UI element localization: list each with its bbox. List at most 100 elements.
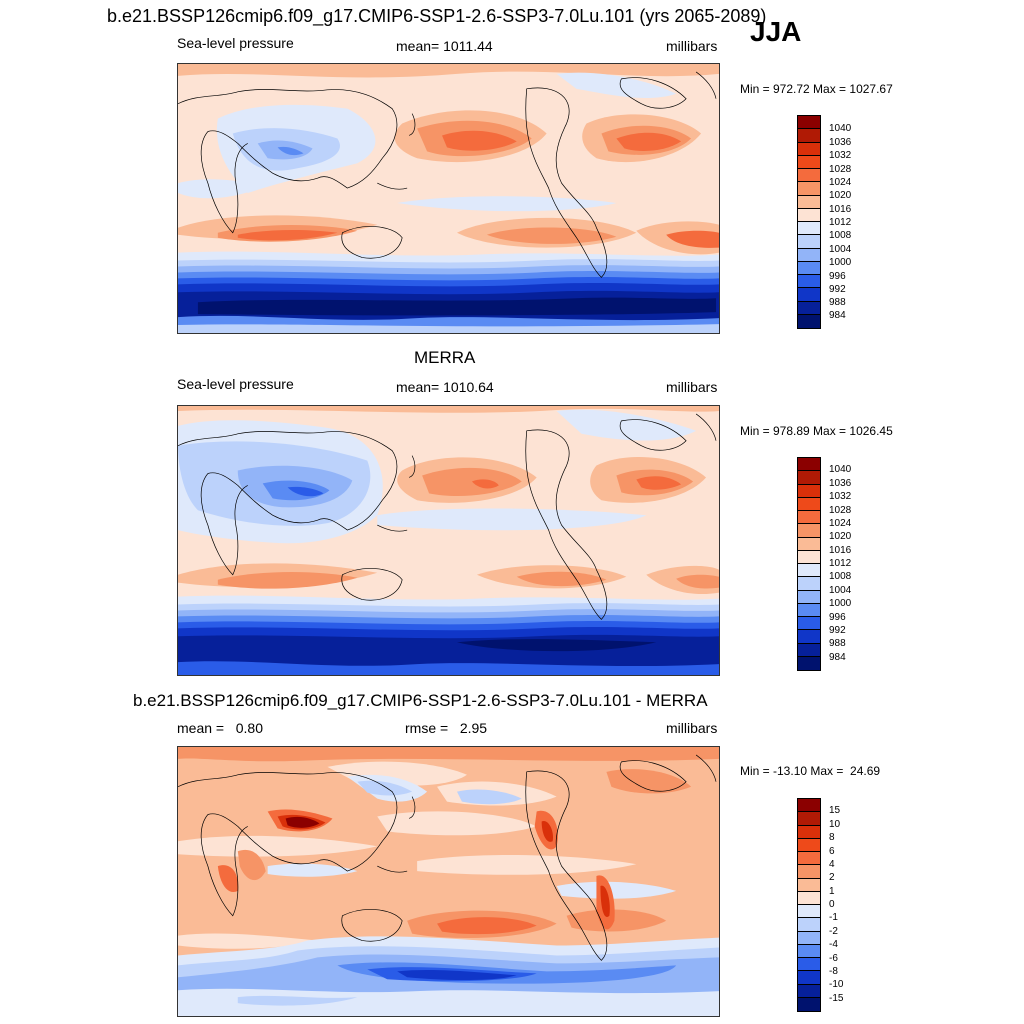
panel3-colorbar-label: 8 <box>829 832 835 843</box>
panel1-minmax: Min = 972.72 Max = 1027.67 <box>740 82 893 96</box>
panel2-colorbar-swatch <box>798 471 820 485</box>
panel2-colorbar-swatch <box>798 484 820 498</box>
panel3-colorbar-swatch <box>798 825 820 839</box>
panel3-colorbar-swatch <box>798 984 820 998</box>
panel3-mean-label: mean = 0.80 <box>177 720 264 736</box>
panel3-colorbar <box>797 798 821 1012</box>
panel2-colorbar-swatch <box>798 524 820 538</box>
panel2-colorbar-swatch <box>798 550 820 564</box>
panel3-colorbar-label: 6 <box>829 846 835 857</box>
panel1-colorbar-swatch <box>798 275 820 289</box>
panel2-colorbar-label: 1008 <box>829 571 852 582</box>
panel1-colorbar-label: 1028 <box>829 164 852 175</box>
panel3-colorbar-label: 10 <box>829 819 841 830</box>
panel3-colorbar-label: -8 <box>829 966 838 977</box>
panel2-colorbar-swatch <box>798 564 820 578</box>
panel2-mean-label: mean= 1010.64 <box>396 379 494 395</box>
panel1-colorbar-swatch <box>798 314 820 328</box>
panel1-colorbar <box>797 115 821 329</box>
panel3-minmax: Min = -13.10 Max = 24.69 <box>740 764 881 778</box>
panel2-colorbar-label: 1032 <box>829 491 852 502</box>
panel1-colorbar-label: 1036 <box>829 137 852 148</box>
panel2-colorbar-swatch <box>798 497 820 511</box>
case-title: b.e21.BSSP126cmip6.f09_g17.CMIP6-SSP1-2.… <box>107 6 767 26</box>
panel2-colorbar-label: 984 <box>829 652 846 663</box>
panel3-colorbar-swatch <box>798 971 820 985</box>
panel2-colorbar-swatch <box>798 511 820 525</box>
panel2-variable-label: Sea-level pressure <box>177 376 294 392</box>
panel2-colorbar-label: 988 <box>829 638 846 649</box>
panel3-difference-map <box>177 746 720 1017</box>
panel1-colorbar-swatch <box>798 195 820 209</box>
panel1-colorbar-swatch <box>798 222 820 236</box>
panel1-colorbar-swatch <box>798 248 820 262</box>
season-label: JJA <box>750 16 802 47</box>
panel3-colorbar-label: 0 <box>829 899 835 910</box>
panel3-colorbar-swatch <box>798 944 820 958</box>
panel1-colorbar-swatch <box>798 208 820 222</box>
panel2-colorbar-label: 1000 <box>829 598 852 609</box>
panel3-colorbar-label: -6 <box>829 953 838 964</box>
panel1-colorbar-label: 1016 <box>829 204 852 215</box>
panel2-colorbar-label: 1020 <box>829 531 852 542</box>
panel1-colorbar-label: 1024 <box>829 177 852 188</box>
panel2-colorbar-label: 1036 <box>829 478 852 489</box>
panel2-colorbar-label: 1028 <box>829 505 852 516</box>
panel2-colorbar-label: 1016 <box>829 545 852 556</box>
panel1-colorbar-label: 1012 <box>829 217 852 228</box>
panel2-colorbar-swatch <box>798 643 820 657</box>
panel3-colorbar-label: -10 <box>829 979 844 990</box>
panel1-colorbar-label: 1008 <box>829 230 852 241</box>
panel2-colorbar-label: 996 <box>829 612 846 623</box>
panel1-colorbar-label: 1040 <box>829 123 852 134</box>
panel1-colorbar-label: 1032 <box>829 150 852 161</box>
panel1-colorbar-swatch <box>798 129 820 143</box>
panel3-colorbar-label: 1 <box>829 886 835 897</box>
panel3-colorbar-swatch <box>798 852 820 866</box>
panel1-colorbar-swatch <box>798 235 820 249</box>
panel3-colorbar-swatch <box>798 918 820 932</box>
panel1-variable-label: Sea-level pressure <box>177 35 294 51</box>
panel1-colorbar-swatch <box>798 169 820 183</box>
panel1-units-label: millibars <box>666 38 718 54</box>
panel3-units-label: millibars <box>666 720 718 736</box>
panel2-colorbar-swatch <box>798 656 820 670</box>
panel3-colorbar-swatch <box>798 865 820 879</box>
panel1-colorbar-label: 992 <box>829 284 846 295</box>
panel3-colorbar-label: -15 <box>829 993 844 1004</box>
panel2-colorbar-swatch <box>798 537 820 551</box>
panel3-colorbar-swatch <box>798 878 820 892</box>
panel1-colorbar-swatch <box>798 116 820 130</box>
panel2-colorbar-label: 992 <box>829 625 846 636</box>
panel3-colorbar-swatch <box>798 997 820 1011</box>
panel2-colorbar-swatch <box>798 590 820 604</box>
panel1-colorbar-label: 984 <box>829 310 846 321</box>
panel3-colorbar-label: 4 <box>829 859 835 870</box>
panel3-title: b.e21.BSSP126cmip6.f09_g17.CMIP6-SSP1-2.… <box>133 691 708 710</box>
panel1-colorbar-swatch <box>798 261 820 275</box>
panel2-colorbar <box>797 457 821 671</box>
panel1-slp-map <box>177 63 720 334</box>
panel3-colorbar-label: -1 <box>829 912 838 923</box>
panel1-colorbar-label: 1020 <box>829 190 852 201</box>
panel1-colorbar-label: 1000 <box>829 257 852 268</box>
panel3-colorbar-swatch <box>798 958 820 972</box>
panel2-colorbar-label: 1004 <box>829 585 852 596</box>
panel2-colorbar-label: 1012 <box>829 558 852 569</box>
panel1-colorbar-swatch <box>798 142 820 156</box>
panel2-colorbar-swatch <box>798 617 820 631</box>
panel2-minmax: Min = 978.89 Max = 1026.45 <box>740 424 893 438</box>
panel1-colorbar-swatch <box>798 155 820 169</box>
panel3-colorbar-swatch <box>798 838 820 852</box>
panel3-colorbar-swatch <box>798 891 820 905</box>
panel2-colorbar-label: 1024 <box>829 518 852 529</box>
panel1-mean-label: mean= 1011.44 <box>396 38 493 54</box>
panel1-colorbar-swatch <box>798 288 820 302</box>
panel1-colorbar-swatch <box>798 182 820 196</box>
panel2-colorbar-swatch <box>798 577 820 591</box>
panel2-slp-map <box>177 405 720 676</box>
panel3-colorbar-label: -2 <box>829 926 838 937</box>
panel2-colorbar-label: 1040 <box>829 464 852 475</box>
panel3-colorbar-swatch <box>798 931 820 945</box>
panel2-units-label: millibars <box>666 379 718 395</box>
